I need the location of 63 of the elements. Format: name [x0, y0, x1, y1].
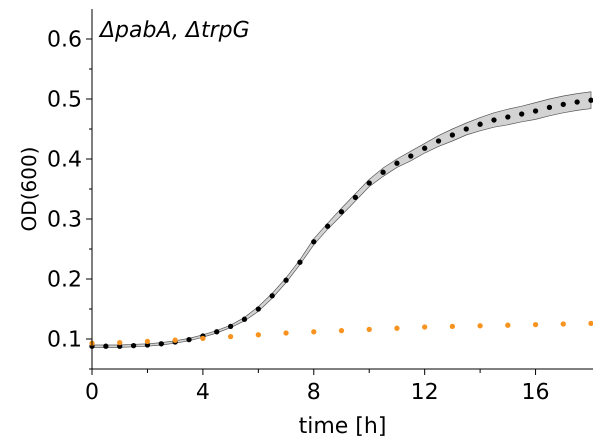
point [519, 111, 524, 117]
point [505, 322, 510, 328]
y-tick-label: 0.3 [47, 208, 82, 233]
point [270, 293, 275, 298]
point [560, 321, 566, 327]
x-tick-label: 12 [410, 380, 439, 405]
point [228, 334, 234, 340]
x-tick-label: 4 [196, 380, 210, 405]
point [436, 138, 442, 144]
point [352, 194, 358, 200]
point [477, 122, 483, 127]
point [574, 99, 580, 105]
point [283, 330, 289, 336]
point [297, 260, 303, 265]
point [408, 153, 414, 159]
point [311, 329, 316, 334]
point [505, 114, 510, 120]
point [256, 332, 261, 338]
point [491, 117, 497, 123]
point [103, 344, 109, 349]
point [338, 209, 344, 214]
x-axis-title: time [h] [298, 414, 386, 439]
point [532, 108, 538, 114]
point [311, 239, 316, 244]
point [158, 341, 164, 346]
point [283, 278, 289, 283]
point [242, 316, 248, 322]
x-tick-label: 8 [306, 380, 321, 405]
point [560, 102, 566, 108]
point [117, 340, 122, 346]
y-tick-label: 0.6 [47, 28, 82, 53]
point [394, 326, 400, 331]
point [422, 146, 428, 151]
y-tick-label: 0.4 [47, 148, 82, 173]
point [450, 324, 456, 330]
point [144, 338, 150, 344]
point [532, 322, 538, 328]
y-tick-label: 0.2 [47, 268, 82, 293]
point [214, 329, 220, 334]
y-axis-title: OD(600) [17, 146, 41, 232]
point [200, 336, 206, 342]
point [366, 326, 372, 332]
point [450, 132, 456, 138]
point [186, 336, 192, 342]
point [588, 320, 593, 326]
point [130, 342, 136, 348]
y-tick-label: 0.5 [47, 88, 82, 113]
point [477, 323, 483, 328]
point [256, 306, 261, 312]
point [228, 324, 234, 330]
point [324, 224, 330, 229]
point [380, 170, 386, 175]
point [588, 98, 593, 103]
y-tick-label: 0.1 [47, 328, 82, 353]
point [422, 324, 428, 330]
chart-title: ΔpabA, ΔtrpG [98, 18, 250, 43]
x-tick-label: 0 [85, 380, 99, 405]
point [394, 160, 400, 166]
point [546, 104, 552, 110]
point [464, 126, 469, 132]
point [338, 328, 344, 334]
point [366, 180, 372, 186]
x-tick-label: 16 [522, 380, 550, 405]
